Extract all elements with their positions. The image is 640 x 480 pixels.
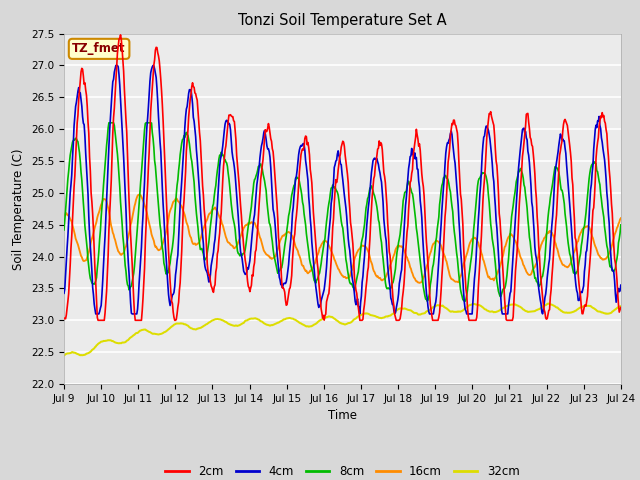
4cm xyxy=(70,123,78,129)
4cm xyxy=(112,62,120,68)
2cm xyxy=(70,184,78,190)
4cm xyxy=(186,87,193,93)
8cm xyxy=(617,222,625,228)
2cm xyxy=(412,135,419,141)
Line: 2cm: 2cm xyxy=(64,35,621,320)
16cm xyxy=(185,227,193,233)
X-axis label: Time: Time xyxy=(328,409,357,422)
32cm xyxy=(70,350,78,356)
16cm xyxy=(428,245,436,251)
4cm xyxy=(129,311,137,317)
8cm xyxy=(70,137,78,143)
4cm xyxy=(92,311,100,317)
32cm xyxy=(184,323,192,328)
2cm xyxy=(94,317,102,323)
4cm xyxy=(60,290,68,296)
32cm xyxy=(60,352,68,358)
Line: 8cm: 8cm xyxy=(64,123,621,301)
16cm xyxy=(60,213,68,218)
Title: Tonzi Soil Temperature Set A: Tonzi Soil Temperature Set A xyxy=(238,13,447,28)
8cm xyxy=(423,298,431,304)
32cm xyxy=(214,316,221,322)
4cm xyxy=(428,311,436,317)
16cm xyxy=(214,211,222,216)
8cm xyxy=(105,120,113,126)
2cm xyxy=(60,316,68,322)
8cm xyxy=(214,163,222,168)
2cm xyxy=(129,279,137,285)
4cm xyxy=(617,282,625,288)
16cm xyxy=(411,276,419,281)
32cm xyxy=(127,334,135,340)
16cm xyxy=(617,216,625,221)
32cm xyxy=(410,310,418,316)
16cm xyxy=(415,280,423,286)
32cm xyxy=(617,303,625,309)
8cm xyxy=(128,279,136,285)
Line: 16cm: 16cm xyxy=(64,195,621,283)
32cm xyxy=(544,300,552,306)
8cm xyxy=(185,136,193,142)
2cm xyxy=(428,312,436,318)
2cm xyxy=(617,305,625,311)
4cm xyxy=(412,156,419,162)
8cm xyxy=(411,210,419,216)
32cm xyxy=(426,307,434,312)
Text: TZ_fmet: TZ_fmet xyxy=(72,42,126,55)
2cm xyxy=(186,105,193,111)
Y-axis label: Soil Temperature (C): Soil Temperature (C) xyxy=(12,148,26,270)
Line: 4cm: 4cm xyxy=(64,65,621,314)
4cm xyxy=(215,177,223,182)
2cm xyxy=(215,237,223,243)
16cm xyxy=(127,219,135,225)
8cm xyxy=(60,227,68,233)
16cm xyxy=(70,228,78,234)
16cm xyxy=(135,192,143,198)
Legend: 2cm, 4cm, 8cm, 16cm, 32cm: 2cm, 4cm, 8cm, 16cm, 32cm xyxy=(161,461,524,480)
2cm xyxy=(116,32,124,38)
8cm xyxy=(428,271,436,277)
Line: 32cm: 32cm xyxy=(64,303,621,355)
